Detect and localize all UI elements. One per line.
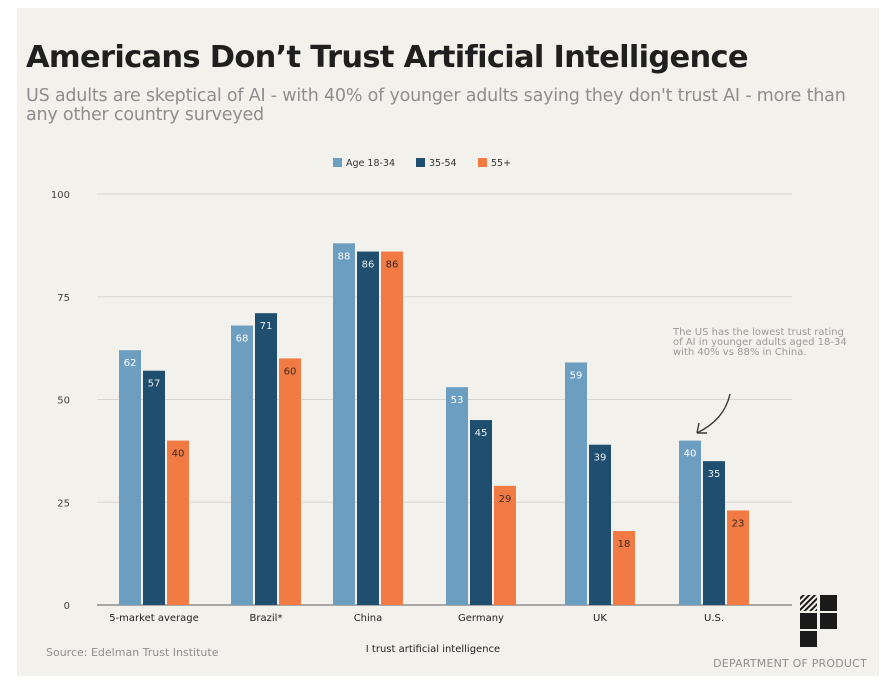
x-axis-title: I trust artificial intelligence: [366, 644, 500, 655]
logo-square: [800, 613, 817, 629]
bar: [589, 444, 611, 605]
logo-square: [820, 595, 837, 611]
x-tick-label: China: [354, 613, 383, 624]
x-tick-label: Germany: [458, 613, 504, 624]
bar: [613, 531, 635, 605]
data-label: 88: [338, 251, 351, 262]
legend-label: 35-54: [429, 158, 457, 169]
chart-title: Americans Don’t Trust Artificial Intelli…: [26, 40, 749, 75]
annotation-arrow: [696, 393, 731, 434]
y-tick-label: 50: [57, 396, 70, 407]
data-label: 35: [708, 469, 721, 480]
bar: [727, 510, 749, 605]
data-label: 29: [499, 494, 512, 505]
bar: [703, 461, 725, 605]
bar: [565, 362, 587, 605]
x-tick-label: UK: [593, 613, 607, 624]
arrowhead: [696, 422, 707, 434]
data-label: 59: [570, 371, 583, 382]
legend-label: 55+: [491, 158, 511, 169]
data-label: 71: [260, 321, 273, 332]
data-label: 40: [172, 449, 185, 460]
bar: [357, 251, 379, 606]
legend-swatch: [416, 158, 425, 167]
bar: [231, 325, 253, 605]
x-tick-label: Brazil*: [250, 613, 283, 624]
legend-label: Age 18-34: [346, 158, 395, 169]
x-tick-label: U.S.: [704, 613, 724, 624]
bar: [279, 358, 301, 605]
y-tick-label: 25: [57, 498, 70, 509]
bar: [333, 243, 355, 605]
bar: [470, 420, 492, 605]
bar: [381, 251, 403, 606]
x-tick-label: 5-market average: [109, 613, 199, 624]
source-note: Source: Edelman Trust Institute: [46, 646, 219, 659]
y-tick-label: 75: [57, 293, 70, 304]
y-tick-label: 0: [64, 601, 70, 612]
data-label: 60: [284, 366, 297, 377]
data-label: 86: [386, 260, 399, 271]
legend-swatch: [478, 158, 487, 167]
legend-swatch: [333, 158, 342, 167]
us-annotation: The US has the lowest trust rating of AI…: [673, 327, 847, 358]
bar: [255, 313, 277, 605]
bar: [167, 440, 189, 605]
data-label: 39: [594, 453, 607, 464]
brand-name: DEPARTMENT OF PRODUCT: [713, 657, 867, 670]
data-label: 86: [362, 260, 375, 271]
data-label: 53: [451, 395, 464, 406]
data-label: 18: [618, 539, 631, 550]
data-label: 23: [732, 518, 745, 529]
bar: [494, 485, 516, 605]
bar: [143, 370, 165, 605]
logo-square: [800, 595, 817, 611]
data-label: 57: [148, 379, 161, 390]
data-label: 62: [124, 358, 137, 369]
data-label: 45: [475, 428, 488, 439]
bar: [119, 350, 141, 605]
chart-subtitle: US adults are skeptical of AI - with 40%…: [26, 86, 846, 125]
y-tick-label: 100: [51, 190, 70, 201]
logo-mark: [800, 595, 837, 647]
bar: [446, 387, 468, 605]
data-label: 68: [236, 334, 249, 345]
data-label: 40: [684, 449, 697, 460]
bar: [679, 440, 701, 605]
logo-square: [820, 613, 837, 629]
logo-square: [800, 631, 817, 647]
